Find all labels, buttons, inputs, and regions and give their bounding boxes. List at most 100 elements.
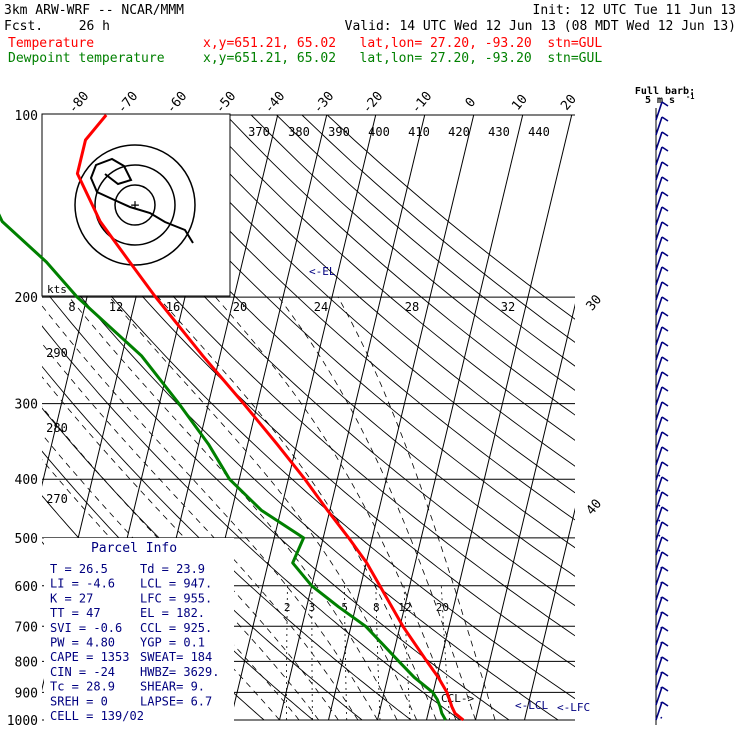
- parcel-row-6-right: SWEAT= 184: [140, 650, 212, 664]
- theta-label-top-3: 400: [368, 125, 390, 139]
- wind-barb: [655, 146, 669, 166]
- theta-label-top-1: 380: [288, 125, 310, 139]
- wind-barb-flag: [661, 341, 669, 347]
- wind-barb-flag: [661, 446, 669, 452]
- hodograph-ring-middle: [94, 164, 176, 246]
- pressure-tick-700: 700: [15, 620, 38, 635]
- wind-barb: [655, 101, 669, 121]
- wind-barb: [655, 221, 669, 241]
- wind-barb-flag: [661, 356, 669, 362]
- mixing-ratio-label-5: 20: [436, 601, 449, 614]
- wind-barb: [655, 536, 669, 556]
- wind-barb-staff: [655, 551, 663, 571]
- wind-barb: [655, 461, 669, 481]
- wind-barb-flag: [661, 626, 669, 632]
- parcel-row-0-left: T = 26.5: [50, 562, 108, 576]
- wind-barb-flag: [661, 641, 669, 647]
- parcel-info-title: Parcel Info: [91, 541, 177, 556]
- hodograph-ring-inner: [114, 184, 156, 226]
- dry-adiabat-420: [200, 115, 575, 441]
- wind-barb-flag: [661, 551, 669, 557]
- wind-barb-flag: [661, 461, 669, 467]
- wind-barb-staff: [655, 326, 663, 346]
- wind-barb-staff: [655, 266, 663, 286]
- isotherm-10: [377, 115, 524, 720]
- wind-barb-staff: [655, 206, 663, 226]
- wind-barb-staff: [655, 626, 663, 646]
- wind-barb: [655, 356, 669, 376]
- parcel-row-9-right: LAPSE= 6.7: [140, 694, 212, 708]
- wind-barb-flag: [661, 281, 669, 287]
- wind-barb: [655, 131, 669, 151]
- lfc-annotation: <-LFC: [557, 701, 590, 714]
- hodograph-inset: + kts: [41, 113, 231, 297]
- wind-barb-flag: [661, 236, 669, 242]
- wind-barb-flag: [661, 656, 669, 662]
- dry-adiabat-330: [42, 210, 575, 700]
- wind-barb-flag: [661, 686, 669, 692]
- wind-barb-flag: [661, 326, 669, 332]
- wind-barb-tip: [656, 339, 659, 342]
- dry-adiabat-390: [124, 115, 575, 521]
- mixing-ratio-label-3: 8: [373, 601, 380, 614]
- wind-barb-tip: [656, 249, 659, 252]
- wind-barb-flag: [661, 386, 669, 392]
- wind-barb-flag: [661, 296, 669, 302]
- wind-barb-flag: [661, 206, 669, 212]
- parcel-row-2-right: LFC = 955.: [140, 591, 212, 605]
- init-label: Init: 12 UTC Tue 11 Jun 13: [533, 3, 737, 18]
- wind-barb-staff: [655, 701, 663, 721]
- wind-barb-staff: [655, 641, 663, 661]
- wind-barb-tip: [656, 114, 659, 117]
- isotherm-40: [524, 507, 575, 720]
- parcel-row-2-left: K = 27: [50, 591, 93, 605]
- wind-barb-tip: [658, 504, 661, 507]
- temperature-location: x,y=651.21, 65.02 lat,lon= 27.20, -93.20…: [203, 36, 602, 51]
- wind-barb-tip: [658, 489, 661, 492]
- parcel-row-9-left: SREH = 0: [50, 694, 108, 708]
- theta-label-top-0: 370: [248, 125, 270, 139]
- moist-adiabat-30: [278, 296, 476, 720]
- pressure-tick-1000: 1000: [7, 714, 38, 729]
- parcel-row-0-right: Td = 23.9: [140, 562, 205, 576]
- mixing-ratio-line-5: [344, 585, 348, 720]
- parcel-row-1-right: LCL = 947.: [140, 577, 212, 591]
- parcel-row-5-right: YGP = 0.1: [140, 636, 205, 650]
- wind-barb-staff: [655, 671, 663, 691]
- wind-legend-exponent: -1: [686, 93, 694, 101]
- wind-barb-flag: [661, 251, 669, 257]
- wind-barb-flag: [661, 416, 669, 422]
- wind-barb-staff: [655, 131, 663, 151]
- wind-barb-flag: [661, 401, 669, 407]
- mixing-ratio-line-2: [286, 585, 288, 720]
- forecast-label: Fcst.: [4, 19, 43, 34]
- isotherm-30: [475, 303, 575, 720]
- wind-barb: [655, 281, 669, 301]
- wind-barb-flag: [661, 701, 669, 707]
- wind-barb-staff: [655, 491, 663, 511]
- pressure-tick-800: 800: [15, 655, 38, 670]
- wind-legend-line2: 5 m s: [645, 95, 675, 106]
- pressure-tick-600: 600: [15, 580, 38, 595]
- wind-barb: [655, 326, 669, 346]
- wind-barb-staff: [655, 431, 663, 451]
- parcel-row-5-left: PW = 4.80: [50, 636, 115, 650]
- wind-barb-tip: [658, 534, 661, 537]
- pressure-tick-100: 100: [15, 109, 38, 124]
- wind-barb-tip: [656, 384, 659, 387]
- dry-adiabat-310: [42, 286, 510, 720]
- wind-barb-tip: [656, 414, 659, 417]
- parcel-info-panel: Parcel Info T = 26.5 Td = 23.9 LI = -4.6 LC…: [44, 538, 234, 732]
- wind-barb: [655, 176, 669, 196]
- hodograph-speed-label-4: 24: [314, 300, 328, 314]
- pressure-tick-900: 900: [15, 686, 38, 701]
- wind-barb: [655, 236, 669, 256]
- wind-barb-tip: [656, 429, 659, 432]
- dry-adiabat-450: [276, 115, 575, 367]
- wind-barb-staff: [655, 521, 663, 541]
- hodograph-center-mark: +: [130, 196, 139, 214]
- dry-adiabat-430: [225, 115, 575, 416]
- wind-barb-flag: [661, 176, 669, 182]
- wind-barb-tip: [656, 219, 659, 222]
- isotherm-0: [328, 115, 475, 720]
